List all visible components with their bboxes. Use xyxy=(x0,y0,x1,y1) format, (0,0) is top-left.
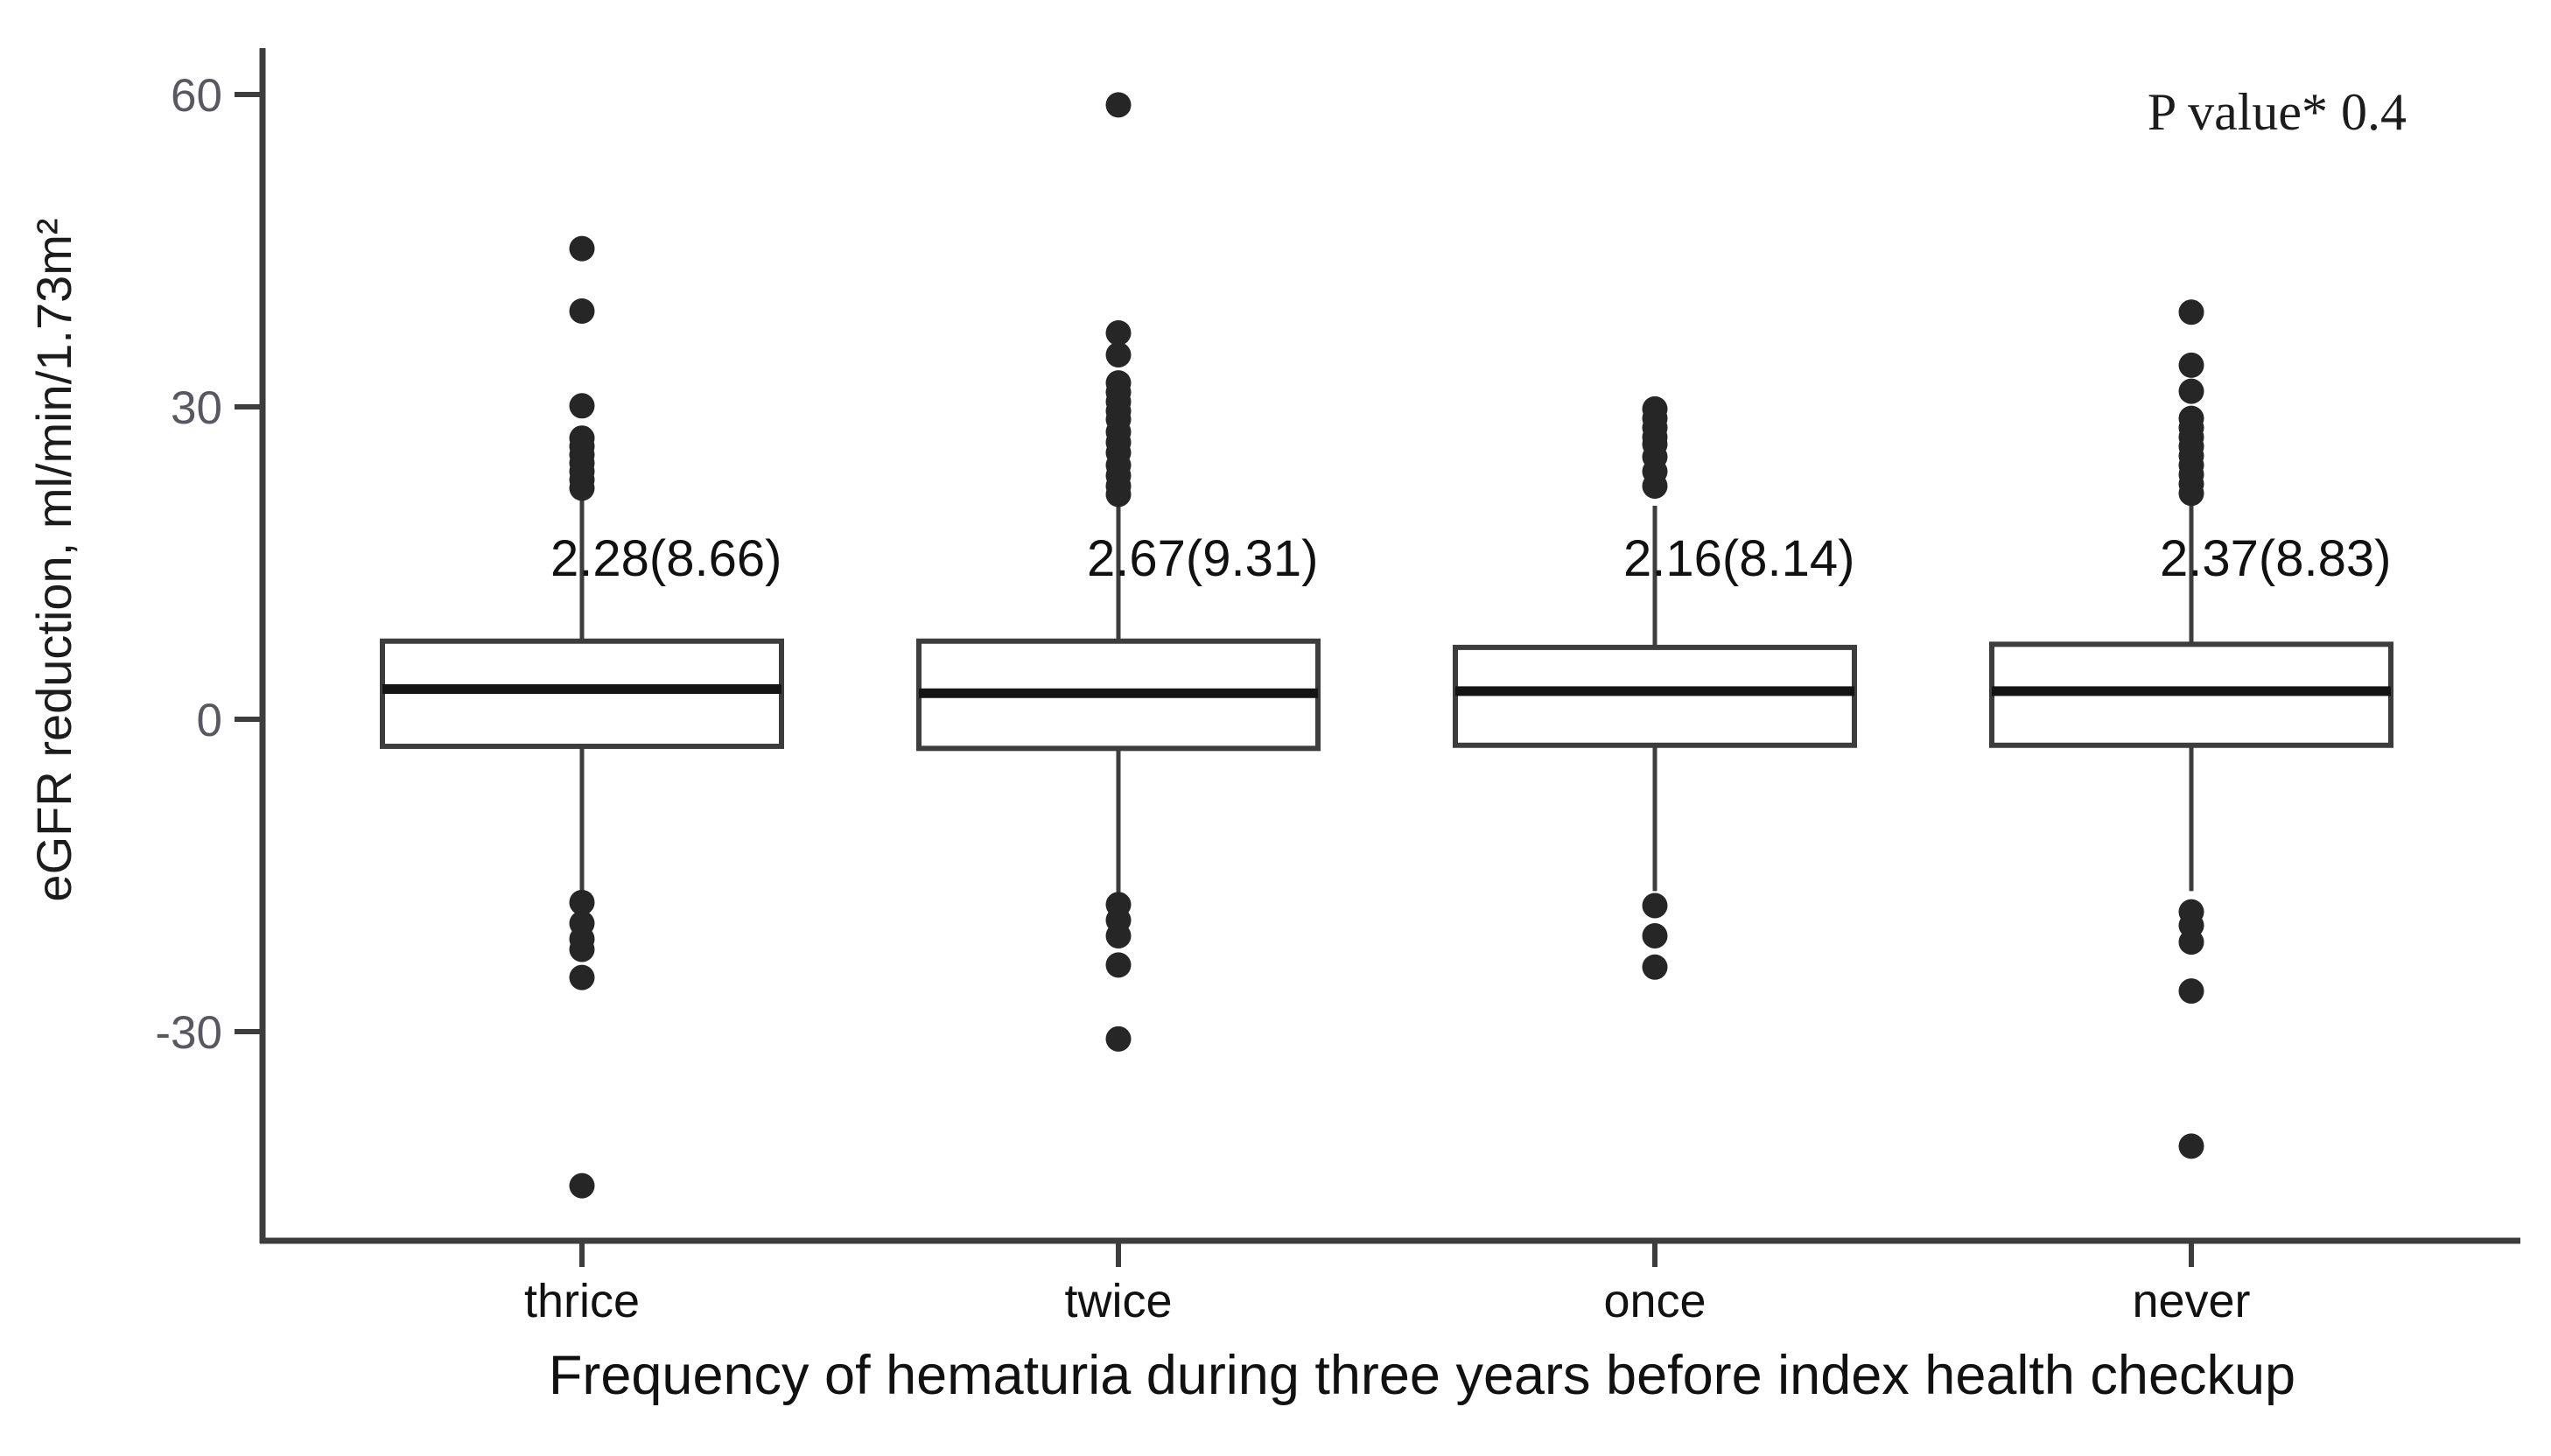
outlier-dot xyxy=(1642,892,1668,919)
x-axis-title: Frequency of hematuria during three year… xyxy=(548,1345,2296,1406)
outlier-dot xyxy=(569,235,595,262)
y-tick-label: 30 xyxy=(171,382,222,434)
outlier-dot xyxy=(2178,480,2204,507)
x-tick-label: never xyxy=(2132,1275,2250,1327)
outlier-dot xyxy=(569,936,595,962)
y-tick-label: -30 xyxy=(155,1007,222,1059)
mean-sd-annotation: 2.67(9.31) xyxy=(1087,530,1318,587)
x-tick-label: thrice xyxy=(524,1275,640,1327)
y-axis-title: eGFR reduction, ml/min/1.73m² xyxy=(26,218,81,902)
outlier-dot xyxy=(2178,352,2204,378)
mean-sd-annotation: 2.37(8.83) xyxy=(2160,530,2391,587)
outlier-dot xyxy=(569,964,595,990)
outlier-dot xyxy=(2178,378,2204,404)
outlier-dot xyxy=(1105,481,1132,508)
outlier-dot xyxy=(1105,320,1132,346)
outlier-dot xyxy=(569,1172,595,1199)
outlier-dot xyxy=(2178,1133,2204,1159)
y-tick-label: 60 xyxy=(171,70,222,122)
outlier-dot xyxy=(1105,1026,1132,1052)
outlier-dot xyxy=(1642,923,1668,949)
outlier-dot xyxy=(1105,952,1132,978)
y-tick-label: 0 xyxy=(197,695,222,746)
outlier-dot xyxy=(1642,954,1668,980)
outlier-dot xyxy=(569,475,595,501)
outlier-dot xyxy=(1105,92,1132,118)
outlier-dot xyxy=(569,393,595,419)
p-value-annotation: P value* 0.4 xyxy=(2147,83,2407,141)
outlier-dot xyxy=(569,889,595,915)
mean-sd-annotation: 2.16(8.14) xyxy=(1623,530,1854,587)
box-iqr xyxy=(1453,644,1857,748)
outlier-dot xyxy=(2178,929,2204,956)
outlier-dot xyxy=(1105,923,1132,949)
outlier-dot xyxy=(1105,342,1132,368)
outlier-dot xyxy=(2178,299,2204,326)
mean-sd-annotation: 2.28(8.66) xyxy=(550,530,781,587)
x-tick-label: once xyxy=(1603,1275,1706,1327)
outlier-dot xyxy=(569,298,595,325)
outlier-dot xyxy=(1642,472,1668,499)
x-tick-label: twice xyxy=(1064,1275,1172,1327)
outlier-dot xyxy=(2178,978,2204,1004)
